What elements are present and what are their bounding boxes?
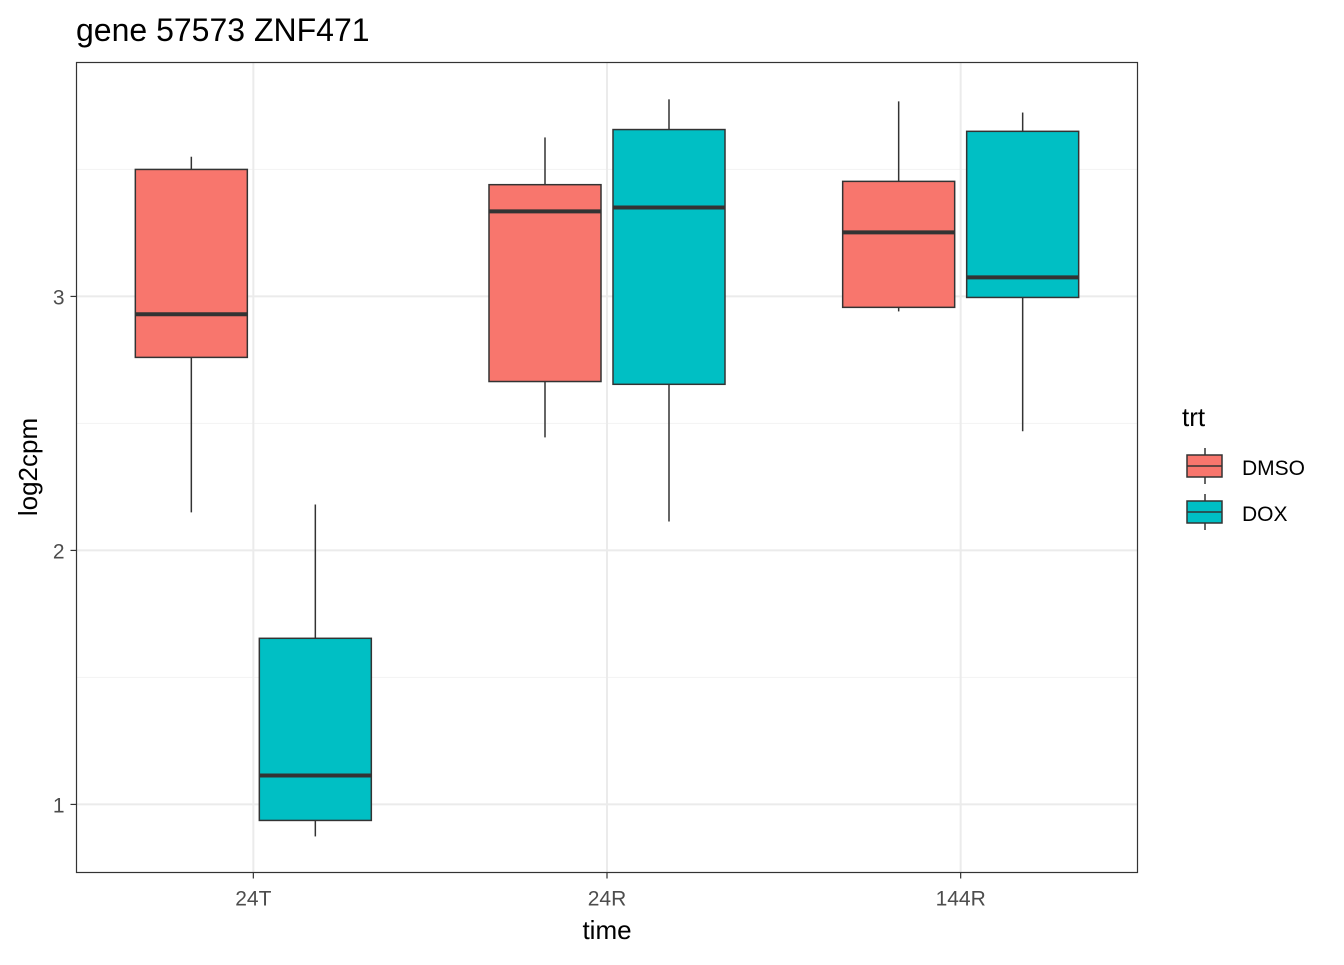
box-iqr (488, 183, 602, 383)
chart-title: gene 57573 ZNF471 (76, 12, 370, 48)
box-iqr (841, 180, 956, 309)
box-dmso-24r (488, 137, 602, 438)
x-axis: 24T 24R 144R (235, 872, 986, 911)
y-tick-label: 3 (53, 286, 65, 309)
box-dox-24r (612, 99, 726, 522)
box-dox-24t (258, 504, 373, 837)
grid (76, 62, 1138, 873)
x-tick-label: 24T (235, 888, 271, 911)
x-tick-label: 144R (936, 888, 986, 911)
legend-label: DOX (1242, 503, 1288, 526)
boxes (134, 99, 1080, 837)
box-dox-144r (965, 112, 1080, 432)
legend: trt DMSO DOX (1182, 402, 1305, 530)
legend-title: trt (1182, 402, 1206, 432)
box-dmso-144r (841, 101, 956, 312)
box-dmso-24t (134, 156, 249, 513)
box-iqr (612, 128, 726, 386)
legend-label: DMSO (1242, 457, 1305, 480)
y-tick-label: 1 (53, 794, 65, 817)
y-tick-label: 2 (53, 540, 65, 563)
x-axis-title: time (582, 915, 631, 945)
x-tick-label: 24R (588, 888, 627, 911)
y-axis: 1 2 3 (53, 286, 77, 817)
box-iqr (258, 637, 373, 822)
box-iqr (134, 168, 249, 359)
box-iqr (965, 130, 1080, 299)
y-axis-title: log2cpm (13, 418, 43, 516)
